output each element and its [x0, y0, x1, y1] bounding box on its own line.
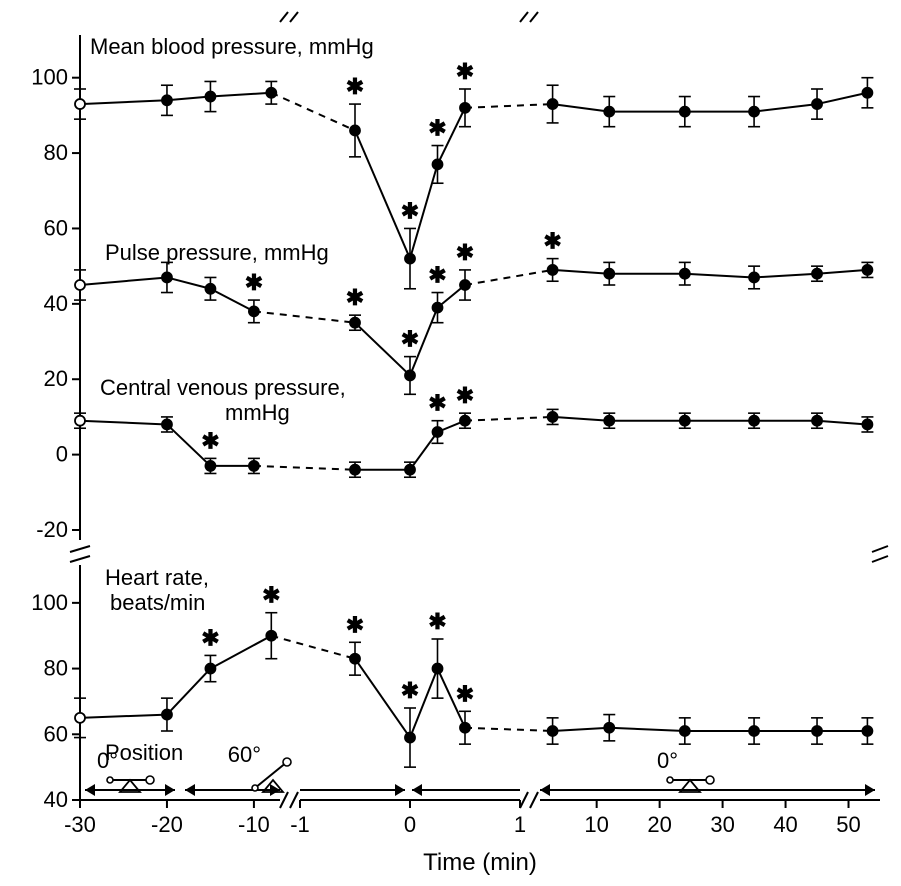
svg-text:0: 0 [404, 812, 416, 837]
svg-text:✱: ✱ [456, 240, 474, 265]
svg-text:20: 20 [44, 366, 68, 391]
svg-text:50: 50 [836, 812, 860, 837]
figure-container: -20020406080100406080100-30-20-10-101102… [0, 0, 901, 886]
svg-text:✱: ✱ [346, 612, 364, 637]
svg-text:30: 30 [710, 812, 734, 837]
svg-text:✱: ✱ [428, 263, 446, 288]
chart-svg: -20020406080100406080100-30-20-10-101102… [0, 0, 901, 886]
svg-text:✱: ✱ [401, 198, 419, 223]
svg-text:✱: ✱ [428, 391, 446, 416]
svg-text:-30: -30 [64, 812, 96, 837]
svg-text:Time (min): Time (min) [423, 849, 537, 876]
svg-text:Mean blood pressure, mmHg: Mean blood pressure, mmHg [90, 34, 374, 59]
svg-text:0: 0 [56, 442, 68, 467]
svg-text:mmHg: mmHg [225, 400, 290, 425]
svg-text:Heart rate,: Heart rate, [105, 565, 209, 590]
svg-text:60: 60 [44, 215, 68, 240]
svg-text:100: 100 [31, 590, 68, 615]
svg-text:Central venous pressure,: Central venous pressure, [100, 375, 346, 400]
svg-text:✱: ✱ [456, 59, 474, 84]
svg-text:✱: ✱ [346, 285, 364, 310]
svg-text:60: 60 [44, 721, 68, 746]
svg-text:✱: ✱ [346, 74, 364, 99]
svg-text:✱: ✱ [543, 229, 561, 254]
svg-text:✱: ✱ [245, 270, 263, 295]
svg-text:40: 40 [44, 291, 68, 316]
svg-text:✱: ✱ [262, 583, 280, 608]
svg-text:80: 80 [44, 656, 68, 681]
svg-text:✱: ✱ [456, 681, 474, 706]
svg-text:60°: 60° [228, 742, 261, 767]
svg-text:✱: ✱ [428, 116, 446, 141]
svg-text:10: 10 [584, 812, 608, 837]
svg-text:-10: -10 [238, 812, 270, 837]
svg-text:1: 1 [514, 812, 526, 837]
svg-text:✱: ✱ [401, 678, 419, 703]
svg-text:beats/min: beats/min [110, 590, 205, 615]
svg-text:0°: 0° [97, 748, 118, 773]
svg-text:✱: ✱ [201, 428, 219, 453]
svg-text:0°: 0° [657, 748, 678, 773]
svg-text:-1: -1 [290, 812, 310, 837]
svg-text:✱: ✱ [428, 609, 446, 634]
svg-text:80: 80 [44, 140, 68, 165]
svg-text:40: 40 [773, 812, 797, 837]
svg-text:✱: ✱ [456, 383, 474, 408]
svg-text:-20: -20 [36, 517, 68, 542]
svg-text:✱: ✱ [401, 327, 419, 352]
svg-text:40: 40 [44, 787, 68, 812]
svg-text:-20: -20 [151, 812, 183, 837]
svg-text:Pulse pressure, mmHg: Pulse pressure, mmHg [105, 240, 329, 265]
svg-text:100: 100 [31, 65, 68, 90]
svg-text:✱: ✱ [201, 625, 219, 650]
svg-text:20: 20 [647, 812, 671, 837]
